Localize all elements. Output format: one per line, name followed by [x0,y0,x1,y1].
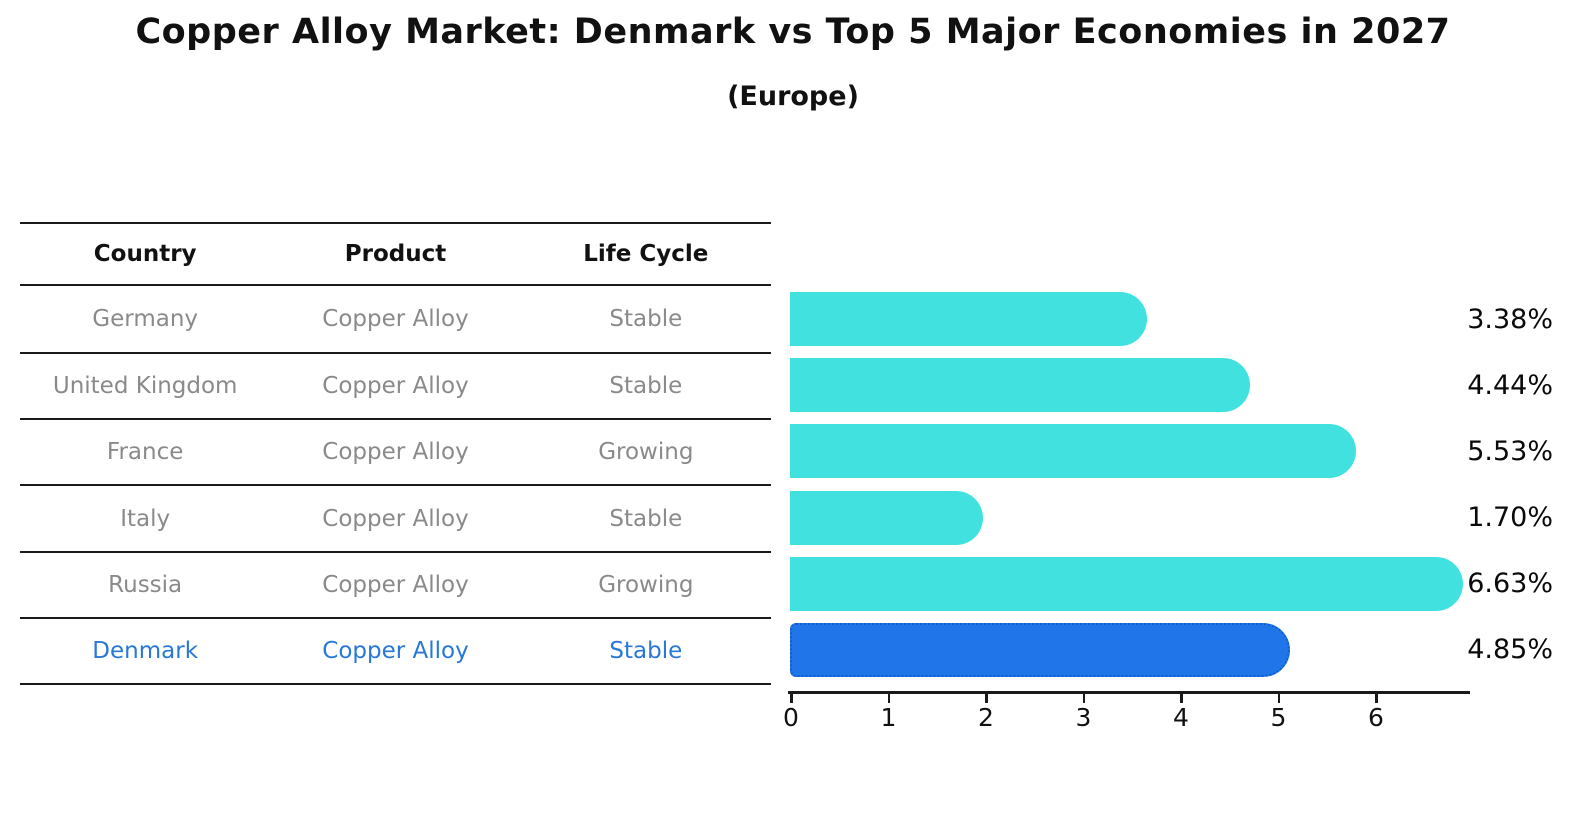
x-tick-mark-6 [1375,694,1378,703]
value-label-denmark: 4.85% [1467,634,1553,666]
life-cycle-cell: Growing [598,571,694,598]
x-tick-label-1: 1 [880,703,897,732]
country-cell: Russia [108,571,183,598]
country-table: Country Product Life Cycle Germany Coppe… [20,222,771,685]
bar-plot-area [790,286,1490,683]
value-label-column: 3.38% 4.44% 5.53% 1.70% 6.63% 4.85% [1420,286,1553,683]
x-tick-label-6: 6 [1368,703,1384,732]
x-tick-mark-2 [985,694,988,703]
value-label-france: 5.53% [1467,435,1553,467]
table-row-germany: Germany Copper Alloy Stable [20,286,771,352]
x-tick-label-3: 3 [1075,703,1092,732]
column-header-life-cycle: Life Cycle [583,241,709,267]
x-tick-mark-4 [1180,694,1183,703]
table-row-france: France Copper Alloy Growing [20,418,771,484]
country-cell: Italy [120,505,171,532]
life-cycle-cell: Stable [609,637,683,664]
column-header-country: Country [93,241,197,267]
x-tick-label-4: 4 [1173,703,1189,732]
bar-united-kingdom [790,358,1250,413]
bar-row-united-kingdom [790,352,1490,418]
x-tick-label-2: 2 [978,703,994,732]
country-cell: Germany [92,306,199,333]
product-cell: Copper Alloy [322,637,469,664]
chart-subtitle: (Europe) [727,81,859,112]
bar-row-italy [790,484,1490,550]
life-cycle-cell: Stable [609,373,683,400]
value-label-united-kingdom: 4.44% [1467,369,1553,401]
product-cell: Copper Alloy [322,571,469,598]
x-axis [788,691,1470,694]
bar-germany [790,292,1147,347]
product-cell: Copper Alloy [322,373,469,400]
life-cycle-cell: Stable [609,505,683,532]
life-cycle-cell: Growing [598,439,694,466]
product-cell: Copper Alloy [322,439,469,466]
bar-row-russia [790,551,1490,617]
x-tick-mark-1 [887,694,890,703]
bar-russia [790,556,1464,611]
chart-title: Copper Alloy Market: Denmark vs Top 5 Ma… [135,12,1451,52]
value-label-russia: 6.63% [1467,568,1553,600]
table-row-denmark: Denmark Copper Alloy Stable [20,616,771,683]
country-cell: France [106,439,184,466]
value-label-germany: 3.38% [1467,303,1553,335]
bar-france [790,424,1357,479]
table-row-italy: Italy Copper Alloy Stable [20,484,771,550]
table-row-russia: Russia Copper Alloy Growing [20,550,771,617]
life-cycle-cell: Stable [609,306,683,333]
x-tick-mark-0 [790,694,793,703]
country-cell: United Kingdom [52,373,238,400]
bar-row-denmark [790,617,1490,683]
x-tick-label-0: 0 [783,703,799,732]
x-tick-mark-5 [1277,694,1280,703]
value-label-italy: 1.70% [1467,502,1553,534]
x-tick-label-5: 5 [1270,703,1287,732]
bar-italy [790,490,983,545]
country-cell: Denmark [92,637,199,664]
column-header-product: Product [344,241,447,267]
bar-denmark [790,622,1290,677]
x-tick-mark-3 [1082,694,1085,703]
table-row-united-kingdom: United Kingdom Copper Alloy Stable [20,352,771,418]
table-header-row: Country Product Life Cycle [20,222,771,286]
product-cell: Copper Alloy [322,306,469,333]
bar-row-germany [790,286,1490,352]
product-cell: Copper Alloy [322,505,469,532]
bar-row-france [790,418,1490,484]
